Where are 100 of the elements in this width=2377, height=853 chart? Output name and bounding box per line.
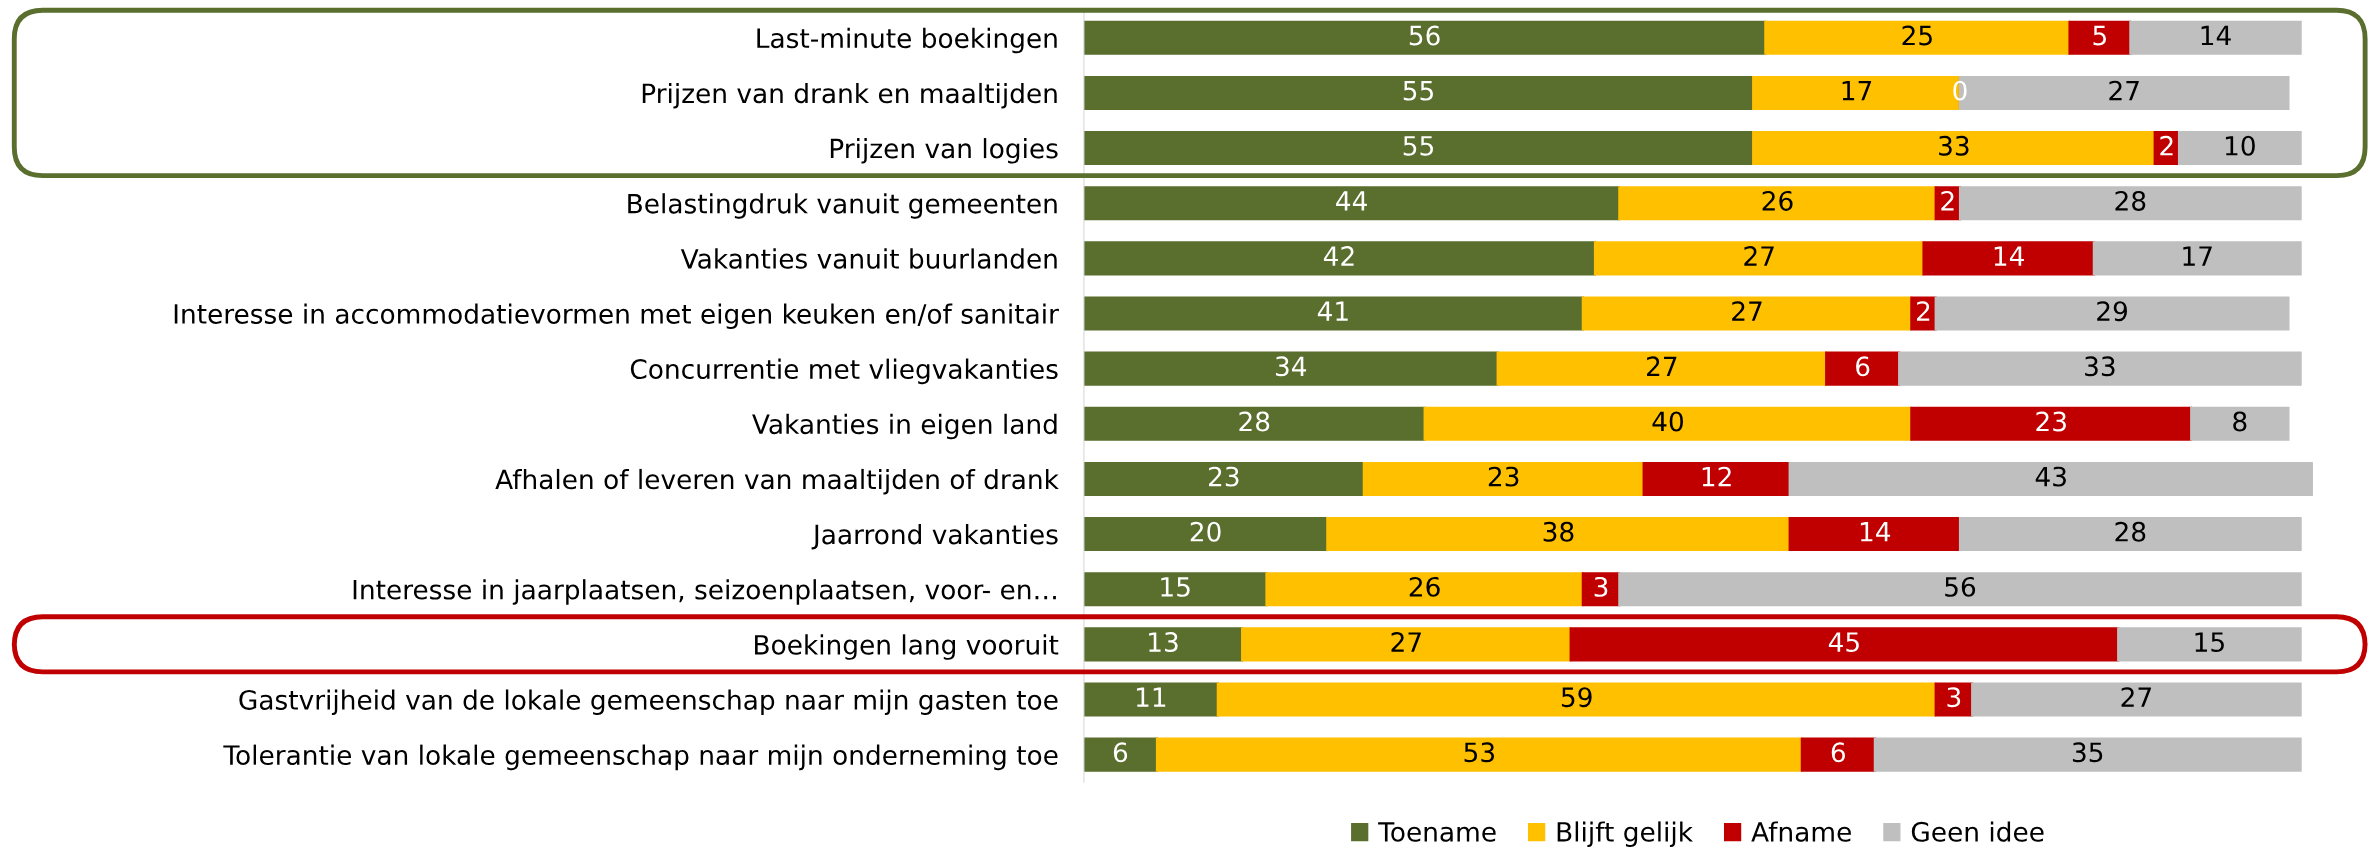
data-label: 6 — [1831, 742, 1846, 763]
bar — [1825, 351, 1901, 386]
data-label: 28 — [2115, 521, 2146, 542]
data-label: 14 — [1860, 522, 1891, 542]
data-label: 28 — [1239, 411, 1270, 432]
bar — [1083, 131, 1755, 166]
bar — [1083, 75, 1755, 110]
legend-label: Blijft gelijk — [1557, 821, 1693, 847]
bar — [1083, 627, 1244, 662]
data-label: 56 — [1945, 576, 1976, 597]
data-label: 27 — [1391, 632, 1421, 652]
bar — [1569, 627, 2120, 662]
data-label: 5 — [2093, 25, 2106, 46]
y-tick-label: Gastvrijheid van de lokale gemeenschap naar mijn gasten toe — [239, 689, 1058, 715]
data-label: 2 — [2160, 135, 2173, 156]
data-label: 59 — [1561, 687, 1592, 708]
data-label: 14 — [2201, 25, 2231, 46]
bar — [1083, 20, 1767, 55]
data-label: 42 — [1323, 246, 1354, 266]
data-label: 14 — [1994, 246, 2024, 266]
bar — [1642, 461, 1791, 496]
data-label: 27 — [2109, 80, 2139, 101]
bar — [1241, 627, 1572, 662]
bar — [2092, 241, 2302, 276]
bar — [1934, 296, 2290, 331]
y-tick-label: Belastingdruk vanuit gemeenten — [628, 193, 1057, 219]
data-label: 55 — [1403, 80, 1433, 101]
y-tick-label: Tolerantie van lokale gemeenschap naar mijn onderneming toe — [223, 744, 1058, 771]
bar — [2117, 627, 2302, 662]
data-label: 6 — [1113, 742, 1128, 763]
bar — [1898, 351, 2302, 386]
bar — [1083, 406, 1426, 441]
bar — [1581, 296, 1913, 331]
data-label: 20 — [1190, 521, 1221, 542]
data-label: 40 — [1652, 411, 1683, 432]
legend-label: Toename — [1378, 822, 1496, 842]
y-tick-label: Concurrentie met vliegvakanties — [630, 358, 1058, 385]
bar — [1083, 296, 1584, 331]
bar — [1800, 737, 1876, 772]
bar — [2129, 20, 2302, 55]
data-label: 8 — [2233, 411, 2247, 432]
data-label: 3 — [1594, 576, 1608, 597]
bar — [1922, 241, 2095, 276]
data-label: 11 — [1136, 687, 1166, 707]
y-tick-label: Prijzen van drank en maaltijden — [642, 82, 1057, 109]
data-label: 43 — [2035, 466, 2066, 487]
data-label: 27 — [1732, 301, 1762, 321]
data-label: 33 — [2085, 356, 2115, 377]
bar — [1593, 241, 1925, 276]
bar — [1618, 186, 1937, 221]
data-label: 15 — [1161, 577, 1190, 597]
y-tick-label: Interesse in jaarplaatsen, seizoenplaatsen, voor- en… — [353, 579, 1056, 605]
bar — [1155, 737, 1803, 772]
bar — [1216, 682, 1937, 717]
data-label: 34 — [1275, 356, 1307, 377]
data-label: 44 — [1336, 191, 1367, 211]
bar — [1083, 241, 1596, 276]
data-label: 55 — [1403, 136, 1433, 156]
y-tick-label: Afhalen of leveren van maaltijden of drank — [495, 468, 1059, 495]
data-label: 15 — [2195, 632, 2224, 653]
data-label: 27 — [1647, 356, 1677, 376]
bar — [1083, 737, 1158, 772]
data-label: 23 — [1208, 466, 1239, 487]
data-label: 28 — [2115, 190, 2146, 211]
bar — [1788, 517, 1962, 552]
data-label: 29 — [2097, 301, 2127, 322]
bar — [1910, 406, 2193, 441]
data-label: 53 — [1464, 742, 1495, 763]
data-label: 56 — [1409, 25, 1440, 46]
legend-label: Afname — [1751, 821, 1851, 842]
data-label: 27 — [2121, 687, 2151, 707]
bar — [1873, 737, 2302, 772]
bar — [1083, 682, 1219, 717]
y-tick-label: Jaarrond vakanties — [811, 524, 1058, 550]
bar — [1362, 461, 1645, 496]
legend-label: Geen idee — [1911, 821, 2044, 842]
data-label: 17 — [1842, 80, 1872, 101]
data-label: 27 — [1744, 246, 1774, 266]
data-label: 6 — [1856, 356, 1870, 377]
data-label: 2 — [1917, 301, 1930, 321]
data-label: 35 — [2072, 742, 2103, 763]
data-label: 13 — [1149, 632, 1178, 653]
data-label: 26 — [1409, 576, 1440, 597]
bar — [1083, 517, 1329, 552]
data-label: 26 — [1762, 190, 1793, 211]
bar — [1788, 461, 2313, 496]
y-tick-label: Prijzen van logies — [830, 138, 1058, 164]
bar — [1083, 461, 1365, 496]
bar — [1423, 406, 1913, 441]
data-label: 38 — [1543, 521, 1574, 542]
bar — [1326, 517, 1791, 552]
data-label: 41 — [1317, 301, 1348, 321]
data-label: 10 — [2225, 135, 2255, 156]
y-tick-label: Vakanties vanuit buurlanden — [680, 248, 1057, 269]
bar — [1752, 131, 2156, 166]
bar — [1265, 572, 1584, 607]
bar — [1083, 186, 1621, 221]
bar — [1764, 20, 2071, 55]
bar — [2177, 131, 2302, 166]
y-tick-label: Interesse in accommodatievormen met eigen keuken en/of sanitair — [174, 303, 1059, 330]
